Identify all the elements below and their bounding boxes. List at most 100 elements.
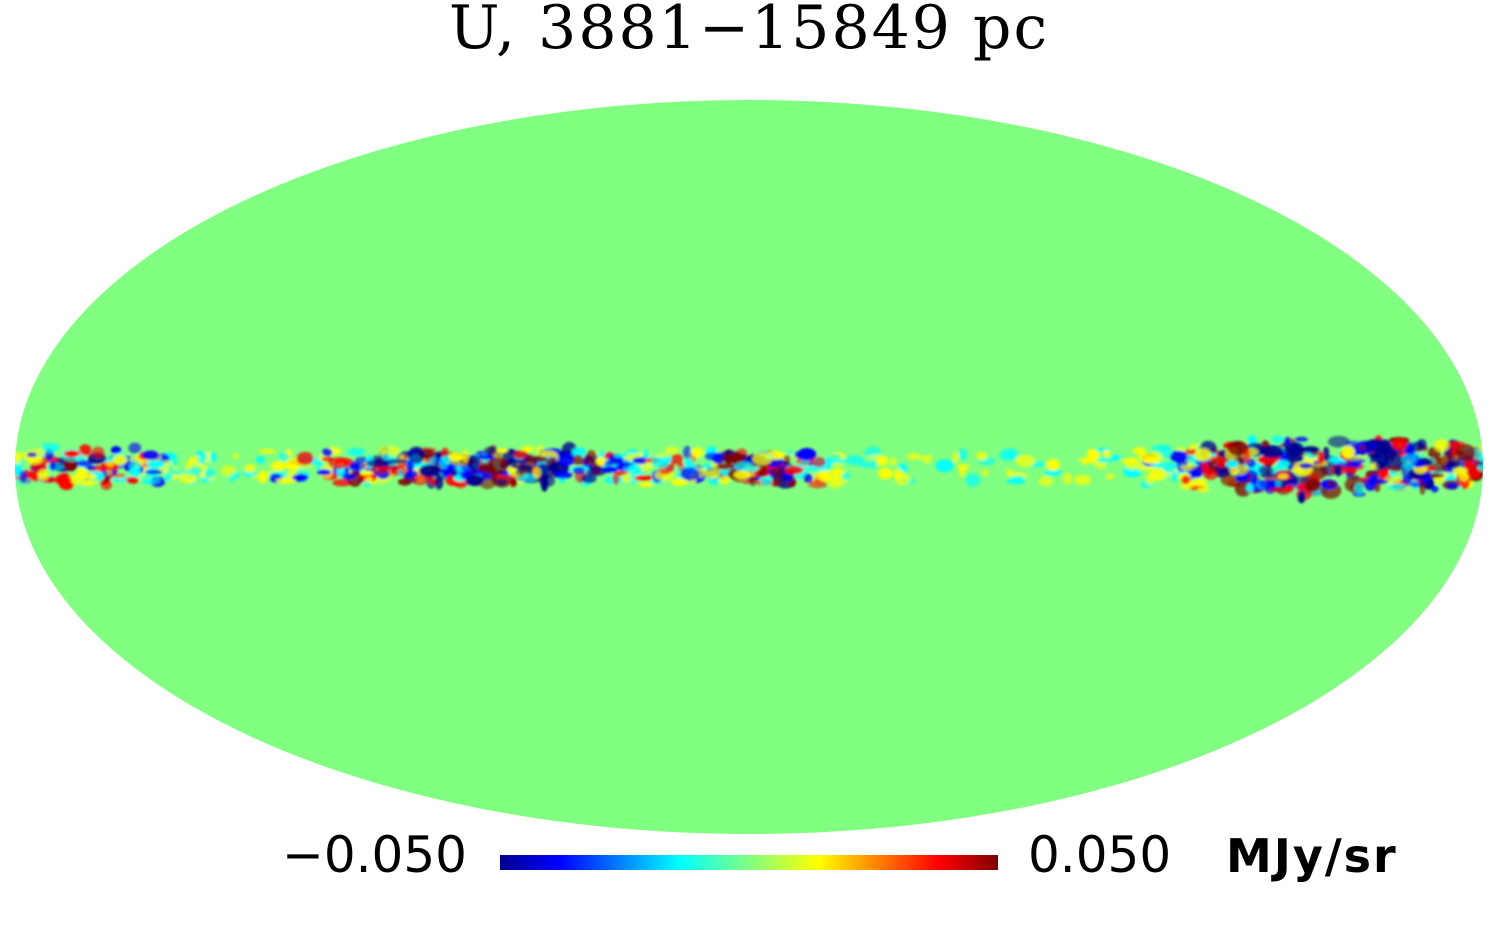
band-blob	[712, 452, 725, 465]
band-blob	[1433, 439, 1450, 452]
band-blob	[1276, 459, 1290, 469]
band-blob	[75, 460, 93, 467]
band-blob	[1384, 475, 1401, 486]
band-blob	[359, 470, 374, 476]
band-blob	[690, 447, 704, 458]
band-blob	[716, 463, 734, 470]
band-blob	[386, 459, 409, 464]
band-blob	[1274, 480, 1282, 487]
band-blob	[622, 473, 632, 483]
band-blob	[998, 449, 1017, 462]
band-blob	[1086, 448, 1098, 459]
band-blob	[868, 455, 888, 460]
band-blob	[532, 467, 542, 478]
band-blob	[682, 445, 692, 460]
colorbar-max-label: 0.050	[1028, 826, 1171, 884]
band-blob	[480, 474, 494, 480]
band-blob	[1073, 474, 1092, 486]
band-blob	[347, 447, 366, 457]
band-blob	[785, 450, 794, 455]
band-blob	[1216, 457, 1227, 469]
band-blob	[478, 454, 495, 460]
band-blob	[976, 452, 988, 460]
band-blob	[1142, 456, 1161, 465]
band-blob	[1445, 460, 1461, 469]
band-blob	[1369, 474, 1377, 486]
band-blob	[906, 452, 920, 461]
band-blob	[1378, 467, 1390, 480]
band-blob	[959, 465, 966, 478]
band-blob	[772, 471, 783, 487]
band-blob	[1326, 481, 1337, 486]
colorbar: −0.050 0.050 MJy/sr	[282, 826, 1398, 884]
band-blob	[1103, 449, 1111, 458]
band-blob	[601, 466, 618, 473]
band-blob	[1259, 479, 1276, 489]
band-blob	[258, 470, 267, 484]
band-blob	[585, 465, 607, 476]
band-blob	[144, 469, 163, 475]
band-blob	[1402, 475, 1413, 483]
band-blob	[407, 446, 426, 464]
band-blob	[889, 457, 897, 466]
band-blob	[702, 462, 715, 470]
band-blob	[1277, 473, 1289, 480]
band-blob	[495, 448, 508, 453]
band-blob	[623, 466, 637, 472]
band-blob	[638, 482, 654, 488]
band-blob	[258, 449, 276, 454]
band-blob	[466, 474, 484, 486]
band-blob	[842, 471, 851, 481]
band-blob	[1246, 483, 1254, 493]
band-blob	[1317, 451, 1325, 465]
band-blob	[1391, 437, 1408, 451]
map-title: U, 3881−15849 pc	[449, 0, 1049, 63]
band-blob	[612, 471, 620, 485]
band-blob	[680, 467, 700, 481]
band-blob	[167, 469, 184, 476]
band-blob	[1010, 475, 1026, 484]
band-blob	[19, 470, 28, 483]
band-blob	[397, 469, 405, 478]
band-blob	[270, 460, 286, 472]
band-blob	[1271, 435, 1285, 444]
band-blob	[178, 473, 196, 484]
band-blob	[1401, 463, 1415, 470]
band-blob	[321, 448, 333, 457]
band-blob	[1269, 487, 1288, 493]
band-blob	[1125, 457, 1138, 470]
band-blob	[105, 469, 113, 476]
band-blob	[459, 472, 471, 477]
band-blob	[91, 446, 105, 459]
band-blob	[877, 467, 894, 480]
band-blob	[379, 445, 386, 456]
band-blob	[1044, 469, 1062, 476]
band-blob	[55, 474, 71, 486]
colorbar-unit-label: MJy/sr	[1226, 829, 1398, 883]
band-blob	[332, 479, 352, 487]
band-blob	[26, 452, 38, 458]
band-blob	[384, 445, 400, 456]
band-blob	[1096, 457, 1113, 463]
band-blob	[1194, 448, 1212, 462]
band-blob	[79, 444, 92, 456]
band-blob	[671, 453, 683, 465]
band-blob	[511, 464, 534, 470]
colorbar-gradient	[500, 855, 998, 870]
band-blob	[821, 470, 831, 483]
band-blob	[724, 453, 747, 461]
band-blob	[495, 478, 507, 486]
band-blob	[1062, 472, 1073, 485]
band-blob	[342, 473, 357, 481]
band-blob	[752, 452, 773, 466]
band-blob	[783, 454, 791, 464]
band-blob	[188, 455, 201, 462]
band-blob	[110, 477, 123, 483]
band-blob	[75, 454, 86, 462]
band-blob	[554, 470, 573, 479]
band-blob	[664, 446, 679, 454]
band-blob	[447, 452, 464, 462]
band-blob	[1424, 469, 1431, 484]
band-blob	[142, 450, 160, 461]
